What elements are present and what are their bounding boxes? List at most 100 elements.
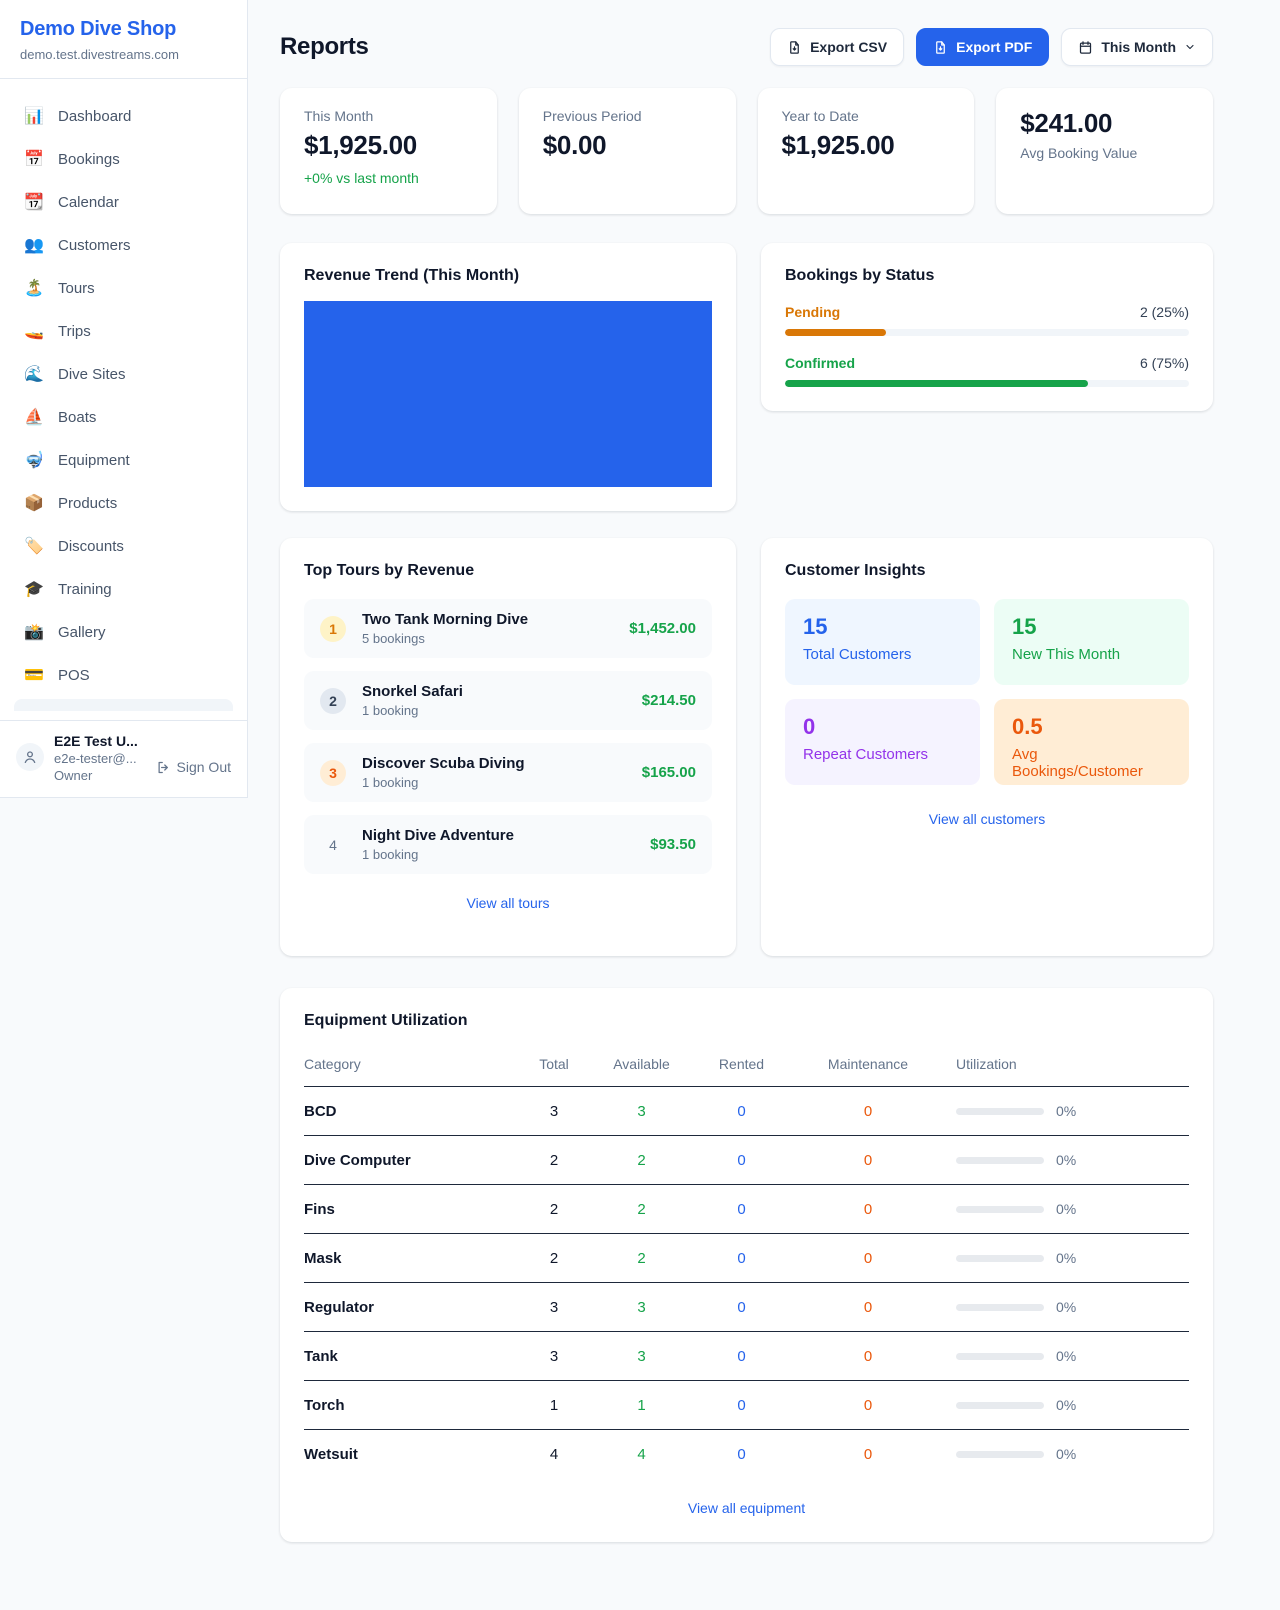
stat-card-year-to-date: Year to Date $1,925.00 xyxy=(757,88,975,214)
sidebar-item-customers[interactable]: 👥 Customers xyxy=(14,228,233,262)
calendar-icon: 📆 xyxy=(24,194,44,211)
cell-total: 2 xyxy=(514,1233,594,1283)
sidebar-item-equipment[interactable]: 🤿 Equipment xyxy=(14,443,233,477)
utilization-text: 0% xyxy=(1056,1250,1077,1266)
utilization-text: 0% xyxy=(1056,1103,1077,1119)
sidebar-item-products[interactable]: 📦 Products xyxy=(14,486,233,520)
stat-card-this-month: This Month $1,925.00 +0% vs last month xyxy=(280,88,497,214)
stat-card-avg-booking-value: $241.00 Avg Booking Value xyxy=(996,88,1213,214)
sidebar-item-dashboard[interactable]: 📊 Dashboard xyxy=(14,99,233,133)
customers-icon: 👥 xyxy=(24,237,44,254)
sidebar-item-dive-sites[interactable]: 🌊 Dive Sites xyxy=(14,357,233,391)
stat-label: Year to Date xyxy=(781,108,859,124)
table-row: Tank 3 3 0 0 0% xyxy=(304,1331,1189,1381)
cell-utilization: 0% xyxy=(942,1331,1189,1381)
cell-category: Regulator xyxy=(304,1282,514,1332)
sidebar-user-footer: E2E Test U... e2e-tester@... Owner Sign … xyxy=(0,720,247,797)
status-bar-fill xyxy=(785,380,1088,387)
main-content: Reports Export CSV Export PDF This Month… xyxy=(280,0,1213,1542)
cell-rented: 0 xyxy=(689,1282,794,1332)
sidebar-item-trips[interactable]: 🚤 Trips xyxy=(14,314,233,348)
stat-value: $0.00 xyxy=(542,130,607,160)
bookings-by-status-card: Bookings by Status Pending 2 (25%) Confi… xyxy=(761,243,1213,411)
cell-maintenance: 0 xyxy=(794,1331,942,1381)
utilization-bar xyxy=(956,1205,1044,1213)
export-file-icon xyxy=(790,40,799,54)
sidebar-item-label: Boats xyxy=(58,408,97,426)
tour-name: Two Tank Morning Dive xyxy=(362,611,529,628)
page-header: Reports Export CSV Export PDF This Month xyxy=(280,28,1213,66)
utilization-bar xyxy=(956,1303,1044,1311)
person-icon xyxy=(24,751,36,763)
utilization-bar xyxy=(956,1156,1044,1164)
sign-out-label: Sign Out xyxy=(176,759,231,775)
rank-badge: 4 xyxy=(329,836,337,853)
table-row: Regulator 3 3 0 0 0% xyxy=(304,1282,1189,1332)
cell-available: 3 xyxy=(594,1086,689,1136)
customer-insights-card: Customer Insights 15 Total Customers 15 … xyxy=(761,538,1213,956)
cell-category: BCD xyxy=(304,1086,514,1136)
table-row: Torch 1 1 0 0 0% xyxy=(304,1380,1189,1430)
status-row-confirmed: Confirmed 6 (75%) xyxy=(785,355,1189,387)
sidebar-item-calendar[interactable]: 📆 Calendar xyxy=(14,185,233,219)
sign-out-button[interactable]: Sign Out xyxy=(156,751,231,783)
tours-icon: 🏝️ xyxy=(24,280,44,297)
cell-total: 3 xyxy=(514,1331,594,1381)
sidebar-item-label: Customers xyxy=(58,236,131,254)
boats-icon: ⛵ xyxy=(24,409,44,426)
export-pdf-button[interactable]: Export PDF xyxy=(916,28,1050,66)
cell-utilization: 0% xyxy=(942,1086,1189,1136)
cell-maintenance: 0 xyxy=(794,1086,942,1136)
cell-category: Wetsuit xyxy=(304,1445,358,1463)
table-row: Wetsuit 4 4 0 0 0% xyxy=(304,1430,1189,1479)
view-all-tours-link[interactable]: View all tours xyxy=(466,895,550,911)
sidebar-item-boats[interactable]: ⛵ Boats xyxy=(14,400,233,434)
column-header: Available xyxy=(594,1046,689,1087)
view-all-equipment-link[interactable]: View all equipment xyxy=(687,1499,806,1516)
column-header: Category xyxy=(304,1046,514,1087)
stat-value: $1,925.00 xyxy=(304,130,417,160)
user-info: E2E Test U... e2e-tester@... Owner xyxy=(54,733,146,783)
sidebar-item-gallery[interactable]: 📸 Gallery xyxy=(14,615,233,649)
sidebar-item-tours[interactable]: 🏝️ Tours xyxy=(14,271,233,305)
equipment-table-body: BCD 3 3 0 0 0% Dive Computer 2 2 0 0 0% Fins 2 2 0 0 0% Ma… xyxy=(304,1086,1189,1479)
sidebar-item-label: POS xyxy=(58,666,90,684)
list-item: 2 Snorkel Safari 1 booking $214.50 xyxy=(304,671,712,730)
export-csv-button[interactable]: Export CSV xyxy=(770,28,905,66)
column-header: Maintenance xyxy=(794,1046,942,1087)
products-icon: 📦 xyxy=(24,495,44,512)
tour-name: Snorkel Safari xyxy=(362,683,463,700)
sidebar-item-bookings[interactable]: 📅 Bookings xyxy=(14,142,233,176)
top-tours-card: Top Tours by Revenue 1 Two Tank Morning … xyxy=(280,538,736,956)
sidebar-item-label: Products xyxy=(58,494,118,512)
cell-total: 3 xyxy=(514,1086,594,1136)
sidebar-item-training[interactable]: 🎓 Training xyxy=(14,572,233,606)
sidebar-item-label: Gallery xyxy=(58,623,106,641)
period-dropdown[interactable]: This Month xyxy=(1061,28,1213,66)
calendar-outline-icon xyxy=(1080,40,1092,54)
tile-label: Repeat Customers xyxy=(803,746,929,763)
stat-delta: +0% vs last month xyxy=(304,170,419,186)
list-item: 4 Night Dive Adventure 1 booking $93.50 xyxy=(304,815,712,874)
column-header: Utilization xyxy=(942,1046,1189,1087)
utilization-bar xyxy=(956,1254,1044,1262)
equipment-icon: 🤿 xyxy=(24,452,44,469)
sidebar-nav: 📊 Dashboard 📅 Bookings 📆 Calendar 👥 Cust… xyxy=(0,79,247,692)
table-row: BCD 3 3 0 0 0% xyxy=(304,1086,1189,1136)
sidebar-item-pos[interactable]: 💳 POS xyxy=(14,658,233,692)
stats-row: This Month $1,925.00 +0% vs last month P… xyxy=(280,88,1213,214)
export-pdf-label: Export PDF xyxy=(956,39,1033,55)
export-csv-label: Export CSV xyxy=(810,39,888,55)
export-file-icon xyxy=(936,40,945,54)
view-all-customers-link[interactable]: View all customers xyxy=(928,811,1046,827)
utilization-text: 0% xyxy=(1056,1397,1077,1413)
sidebar-item-discounts[interactable]: 🏷️ Discounts xyxy=(14,529,233,563)
cell-category: Tank xyxy=(304,1331,514,1381)
period-label: This Month xyxy=(1101,39,1176,55)
stat-value: $1,925.00 xyxy=(781,130,895,160)
status-value: 6 (75%) xyxy=(1139,355,1189,371)
status-bar-track xyxy=(785,380,1189,387)
cell-available: 2 xyxy=(594,1184,689,1234)
tour-revenue: $1,452.00 xyxy=(629,620,696,637)
tour-revenue: $165.00 xyxy=(641,764,696,781)
